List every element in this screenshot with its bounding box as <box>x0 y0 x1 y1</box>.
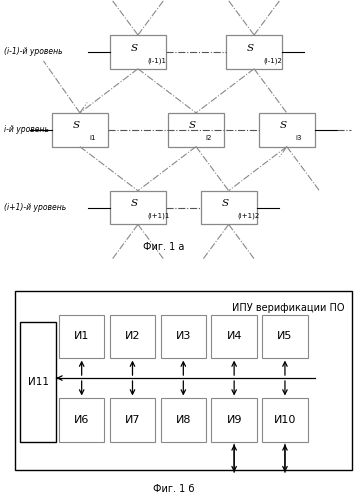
Text: (i-1)2: (i-1)2 <box>263 57 282 63</box>
Bar <box>262 398 308 442</box>
Text: (i+1)2: (i+1)2 <box>238 213 260 219</box>
Text: i-й уровень: i-й уровень <box>4 125 49 134</box>
Text: И3: И3 <box>176 331 191 341</box>
Bar <box>20 322 56 442</box>
Bar <box>59 398 105 442</box>
Bar <box>110 35 166 69</box>
Text: S: S <box>131 199 138 208</box>
Text: И6: И6 <box>74 415 89 425</box>
Bar <box>110 314 155 358</box>
Text: S: S <box>131 43 138 52</box>
Text: И4: И4 <box>227 331 242 341</box>
Bar <box>200 191 257 225</box>
Text: И8: И8 <box>176 415 191 425</box>
Bar <box>59 314 105 358</box>
Text: И7: И7 <box>125 415 140 425</box>
Text: S: S <box>280 121 287 130</box>
Bar <box>160 314 206 358</box>
Bar <box>110 398 155 442</box>
Bar <box>262 314 308 358</box>
Text: (i-1)-й уровень: (i-1)-й уровень <box>4 47 62 56</box>
Text: S: S <box>221 199 229 208</box>
Text: S: S <box>189 121 196 130</box>
Text: i3: i3 <box>296 135 302 141</box>
Text: И11: И11 <box>28 377 49 387</box>
Bar <box>160 398 206 442</box>
Text: i1: i1 <box>89 135 95 141</box>
Text: (i+1)1: (i+1)1 <box>147 213 170 219</box>
Text: S: S <box>73 121 80 130</box>
Text: S: S <box>247 43 254 52</box>
Text: Фиг. 1 а: Фиг. 1 а <box>143 242 184 251</box>
Text: И1: И1 <box>74 331 89 341</box>
Text: i2: i2 <box>205 135 212 141</box>
Text: (i+1)-й уровень: (i+1)-й уровень <box>4 203 66 212</box>
Text: (i-1)1: (i-1)1 <box>147 57 166 63</box>
Bar <box>211 398 257 442</box>
Bar <box>52 113 108 147</box>
Text: И10: И10 <box>274 415 296 425</box>
Text: Фиг. 1 б: Фиг. 1 б <box>154 485 195 495</box>
Bar <box>258 113 315 147</box>
Bar <box>15 290 352 470</box>
Bar <box>168 113 224 147</box>
Text: ИПУ верификации ПО: ИПУ верификации ПО <box>232 302 345 312</box>
Text: И9: И9 <box>227 415 242 425</box>
Bar <box>226 35 282 69</box>
Bar <box>211 314 257 358</box>
Text: И2: И2 <box>125 331 140 341</box>
Text: И5: И5 <box>277 331 293 341</box>
Bar <box>110 191 166 225</box>
